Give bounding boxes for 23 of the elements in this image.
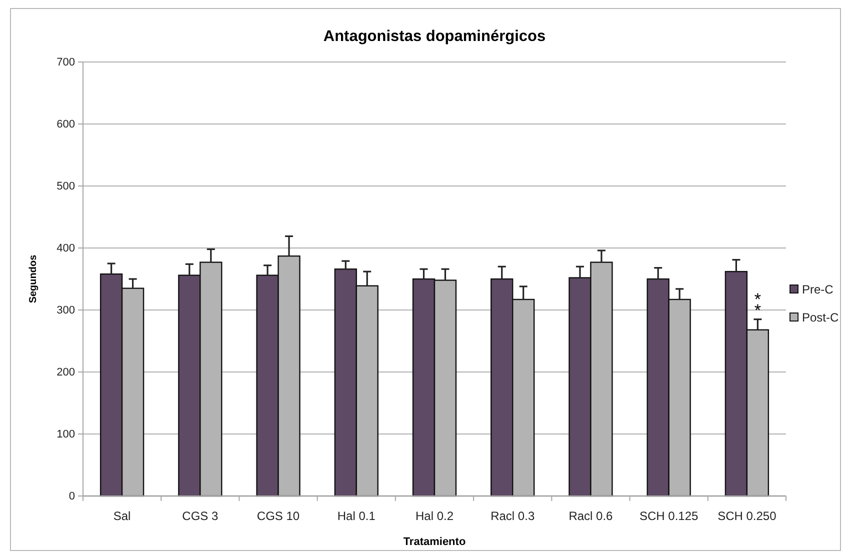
x-tick-label: SCH 0.250: [718, 509, 777, 523]
y-tick-label: 500: [56, 180, 75, 193]
x-axis-title: Tratamiento: [403, 536, 466, 548]
y-tick-label: 600: [56, 118, 75, 131]
annotation: **: [754, 290, 762, 320]
x-tick-label: CGS 3: [182, 509, 218, 523]
chart-title: Antagonistas dopaminérgicos: [323, 28, 546, 45]
legend-label: Post-C: [802, 310, 840, 324]
x-tick-label: Racl 0.3: [490, 509, 535, 523]
y-tick-label: 0: [68, 490, 75, 503]
x-tick-label: Sal: [113, 509, 131, 523]
y-axis-title: Segundos: [28, 254, 39, 304]
x-tick-label: CGS 10: [256, 509, 300, 523]
x-tick-label: Hal 0.2: [415, 509, 454, 523]
x-tick-label: Racl 0.6: [568, 509, 614, 523]
y-tick-label: 100: [56, 428, 75, 441]
y-tick-label: 400: [56, 242, 75, 255]
y-tick-label: 700: [56, 56, 75, 69]
y-tick-label: 200: [56, 366, 75, 379]
x-tick-label: Hal 0.1: [337, 509, 376, 523]
y-tick-label: 300: [56, 304, 75, 317]
legend-label: Pre-C: [802, 282, 834, 296]
x-tick-label: SCH 0.125: [639, 509, 699, 523]
